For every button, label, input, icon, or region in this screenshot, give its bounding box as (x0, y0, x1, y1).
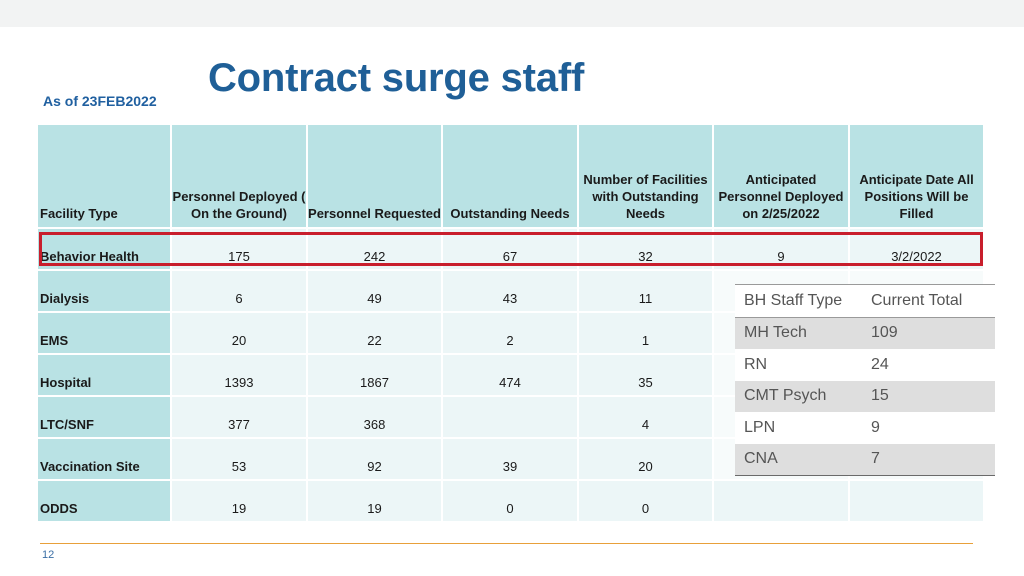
header-anticipated-personnel: Anticipated Personnel Deployed on 2/25/2… (713, 125, 850, 229)
behavior-health-highlight-box (39, 232, 983, 266)
footer-divider (40, 543, 973, 544)
table-cell: 49 (307, 270, 443, 313)
bh-current-total: 7 (862, 443, 995, 476)
table-cell: 19 (307, 480, 443, 523)
row-label: Vaccination Site (38, 438, 172, 481)
table-cell: 6 (171, 270, 308, 313)
header-personnel-requested: Personnel Requested (307, 125, 443, 229)
top-band (0, 0, 1024, 27)
table-cell: 1393 (171, 354, 308, 397)
page-number: 12 (42, 549, 55, 561)
bh-staff-table: BH Staff Type Current Total MH Tech 109 … (735, 284, 995, 476)
header-personnel-deployed: Personnel Deployed ( On the Ground) (171, 125, 308, 229)
table-cell: 2 (442, 312, 579, 355)
table-cell: 20 (578, 438, 714, 481)
row-label: ODDS (38, 480, 172, 523)
bh-current-total: 15 (862, 380, 995, 412)
header-facility-type: Facility Type (38, 125, 172, 229)
table-cell: 22 (307, 312, 443, 355)
bh-table-row: RN 24 (735, 349, 995, 381)
bh-staff-type: RN (744, 355, 768, 373)
table-cell: 0 (578, 480, 714, 523)
row-label: Hospital (38, 354, 172, 397)
header-anticipated-date: Anticipate Date All Positions Will be Fi… (849, 125, 985, 229)
table-cell: 1 (578, 312, 714, 355)
page-title: Contract surge staff (208, 56, 585, 100)
bh-staff-type: MH Tech (735, 317, 862, 349)
bh-header-staff-type: BH Staff Type (735, 284, 862, 318)
table-cell: 53 (171, 438, 308, 481)
table-row: ODDS 19 19 0 0 (38, 480, 985, 523)
table-cell: 377 (171, 396, 308, 439)
header-outstanding-needs: Outstanding Needs (442, 125, 579, 229)
table-header-row: Facility Type Personnel Deployed ( On th… (38, 125, 985, 229)
table-cell: 4 (578, 396, 714, 439)
row-label: EMS (38, 312, 172, 355)
table-cell: 92 (307, 438, 443, 481)
table-cell (442, 396, 579, 439)
bh-table-row: MH Tech 109 (735, 317, 995, 349)
bh-table-header-row: BH Staff Type Current Total (735, 284, 995, 318)
bh-staff-type: CMT Psych (735, 380, 862, 412)
bh-table-row: CMT Psych 15 (735, 380, 995, 412)
table-cell: 43 (442, 270, 579, 313)
table-cell (713, 480, 850, 523)
table-cell: 368 (307, 396, 443, 439)
table-cell: 1867 (307, 354, 443, 397)
bh-table-row: CNA 7 (735, 443, 995, 476)
bh-current-total: 109 (862, 317, 995, 349)
bh-current-total: 24 (871, 355, 889, 373)
bh-staff-type: LPN (744, 418, 776, 436)
table-cell: 35 (578, 354, 714, 397)
bh-staff-type: CNA (735, 443, 862, 476)
bh-table-row: LPN 9 (735, 412, 995, 444)
table-cell: 0 (442, 480, 579, 523)
row-label: LTC/SNF (38, 396, 172, 439)
bh-current-total: 9 (871, 418, 880, 436)
as-of-date: As of 23FEB2022 (43, 93, 157, 109)
table-cell: 474 (442, 354, 579, 397)
table-cell (849, 480, 985, 523)
table-cell: 19 (171, 480, 308, 523)
table-cell: 11 (578, 270, 714, 313)
bh-header-current-total: Current Total (862, 284, 995, 318)
table-cell: 20 (171, 312, 308, 355)
row-label: Dialysis (38, 270, 172, 313)
table-cell: 39 (442, 438, 579, 481)
header-facilities-outstanding: Number of Facilities with Outstanding Ne… (578, 125, 714, 229)
